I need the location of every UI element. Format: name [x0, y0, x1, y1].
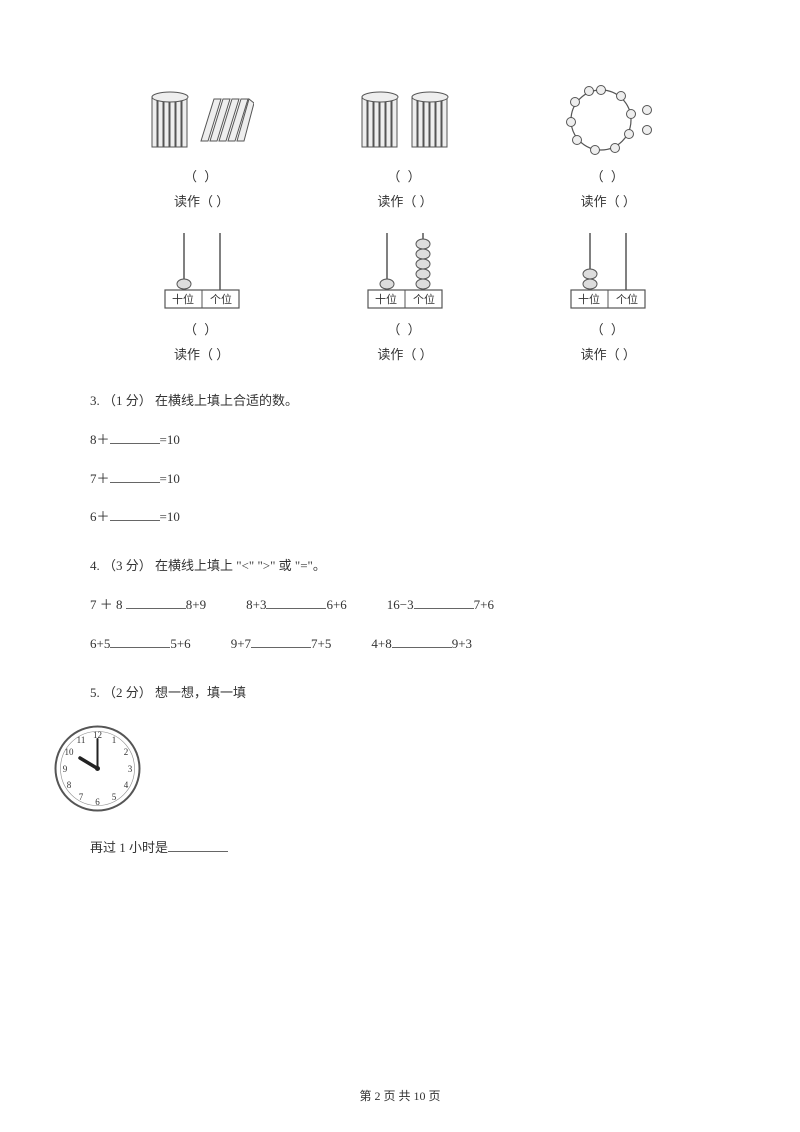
- svg-text:个位: 个位: [616, 292, 638, 306]
- q3-blank-3[interactable]: [110, 507, 160, 521]
- abacus-3-img: 十位 个位: [518, 228, 698, 313]
- svg-text:10: 10: [65, 747, 75, 757]
- abacus-row: 十位 个位 （ ） 读作（ ）: [100, 228, 710, 363]
- q4-r2c2: 9+7 7+5: [231, 634, 332, 655]
- q4-r2c3-right: 9+3: [452, 636, 472, 651]
- q4-blank-5[interactable]: [251, 634, 311, 648]
- q3-line-2: 7＋ =10: [90, 469, 740, 490]
- abacus-2-paren: （ ）: [315, 319, 495, 338]
- question-3: 3. （1 分） 在横线上填上合适的数。 8＋ =10 7＋ =10 6＋ =10: [90, 391, 740, 528]
- q5-after: 再过 1 小时是: [90, 838, 740, 859]
- q4-row-2: 6+5 5+6 9+7 7+5 4+8 9+3: [90, 634, 740, 655]
- abacus-1-paren: （ ）: [112, 319, 292, 338]
- abacus-1-read: 读作（ ）: [112, 344, 292, 363]
- q4-blank-3[interactable]: [414, 595, 474, 609]
- abacus-3-paren: （ ）: [518, 319, 698, 338]
- clock-figure: 121 23 45 67 89 1011: [50, 721, 740, 820]
- q4-title: 4. （3 分） 在横线上填上 "<" ">" 或 "="。: [90, 556, 740, 577]
- figure-beads-ring: （ ） 读作（ ）: [518, 80, 698, 210]
- svg-text:7: 7: [79, 792, 84, 802]
- sticks-image-2: [315, 80, 495, 160]
- q3-title: 3. （1 分） 在横线上填上合适的数。: [90, 391, 740, 412]
- q4-r2c2-left: 9+7: [231, 636, 251, 651]
- q4-blank-6[interactable]: [392, 634, 452, 648]
- svg-text:5: 5: [112, 792, 117, 802]
- q4-r1c3-left: 16−3: [387, 597, 414, 612]
- svg-text:十位: 十位: [578, 292, 600, 306]
- q3-blank-1[interactable]: [110, 430, 160, 444]
- figures-top-row: （ ） 读作（ ）: [100, 80, 710, 210]
- q4-r1c2-left: 8+3: [246, 597, 266, 612]
- q4-r1c2: 8+3 6+6: [246, 595, 347, 616]
- q3-l2-tail: =10: [160, 471, 180, 486]
- bead-ring-image: [518, 80, 698, 160]
- sticks-image-1: [112, 80, 292, 160]
- svg-text:十位: 十位: [172, 292, 194, 306]
- q3-line-3: 6＋ =10: [90, 507, 740, 528]
- q5-blank[interactable]: [168, 838, 228, 852]
- figure-3-read: 读作（ ）: [518, 191, 698, 210]
- page-footer: 第 2 页 共 10 页: [0, 1087, 800, 1104]
- q4-r1c1: 7 ＋ 8 8+9: [90, 595, 206, 616]
- question-5: 5. （2 分） 想一想，填一填: [90, 683, 740, 704]
- svg-text:十位: 十位: [375, 292, 397, 306]
- q4-r2c1-left: 6+5: [90, 636, 110, 651]
- figure-1-read: 读作（ ）: [112, 191, 292, 210]
- q4-blank-4[interactable]: [110, 634, 170, 648]
- q3-l1-tail: =10: [160, 432, 180, 447]
- abacus-2: 十位 个位 （ ） 读作（ ）: [315, 228, 495, 363]
- svg-text:9: 9: [63, 764, 68, 774]
- svg-text:3: 3: [128, 764, 133, 774]
- q4-row-1: 7 ＋ 8 8+9 8+3 6+6 16−3 7+6: [90, 595, 740, 616]
- figure-2-read: 读作（ ）: [315, 191, 495, 210]
- q3-l1-left: 8＋: [90, 432, 110, 447]
- q4-r2c1-right: 5+6: [170, 636, 190, 651]
- page-content: （ ） 读作（ ）: [0, 0, 800, 899]
- q4-r2c2-right: 7+5: [311, 636, 331, 651]
- svg-text:11: 11: [77, 735, 86, 745]
- svg-text:2: 2: [124, 747, 129, 757]
- q4-r2c3-left: 4+8: [371, 636, 391, 651]
- svg-text:6: 6: [95, 797, 100, 807]
- question-4: 4. （3 分） 在横线上填上 "<" ">" 或 "="。 7 ＋ 8 8+9…: [90, 556, 740, 654]
- abacus-1: 十位 个位 （ ） 读作（ ）: [112, 228, 292, 363]
- q4-r1c3-right: 7+6: [474, 597, 494, 612]
- abacus-2-img: 十位 个位: [315, 228, 495, 313]
- svg-text:个位: 个位: [413, 292, 435, 306]
- q4-r2c3: 4+8 9+3: [371, 634, 472, 655]
- abacus-3-read: 读作（ ）: [518, 344, 698, 363]
- svg-text:1: 1: [112, 735, 117, 745]
- abacus-1-img: 十位 个位: [112, 228, 292, 313]
- q3-blank-2[interactable]: [110, 469, 160, 483]
- figure-sticks-20: （ ） 读作（ ）: [315, 80, 495, 210]
- abacus-2-read: 读作（ ）: [315, 344, 495, 363]
- q3-line-1: 8＋ =10: [90, 430, 740, 451]
- clock-icon: 121 23 45 67 89 1011: [50, 721, 145, 816]
- svg-text:8: 8: [67, 780, 72, 790]
- q3-l2-left: 7＋: [90, 471, 110, 486]
- svg-text:个位: 个位: [210, 292, 232, 306]
- svg-text:4: 4: [124, 780, 129, 790]
- q4-r2c1: 6+5 5+6: [90, 634, 191, 655]
- q4-r1c1-left: 7 ＋ 8: [90, 597, 123, 612]
- q4-blank-2[interactable]: [266, 595, 326, 609]
- figure-3-paren: （ ）: [518, 166, 698, 185]
- q3-l3-tail: =10: [160, 509, 180, 524]
- q4-r1c1-right: 8+9: [186, 597, 206, 612]
- figure-1-paren: （ ）: [112, 166, 292, 185]
- figure-sticks-15: （ ） 读作（ ）: [112, 80, 292, 210]
- q5-title: 5. （2 分） 想一想，填一填: [90, 683, 740, 704]
- q4-blank-1[interactable]: [126, 595, 186, 609]
- figure-2-paren: （ ）: [315, 166, 495, 185]
- abacus-3: 十位 个位 （ ） 读作（ ）: [518, 228, 698, 363]
- q3-l3-left: 6＋: [90, 509, 110, 524]
- q4-r1c3: 16−3 7+6: [387, 595, 494, 616]
- q4-r1c2-right: 6+6: [326, 597, 346, 612]
- q5-after-text: 再过 1 小时是: [90, 840, 168, 855]
